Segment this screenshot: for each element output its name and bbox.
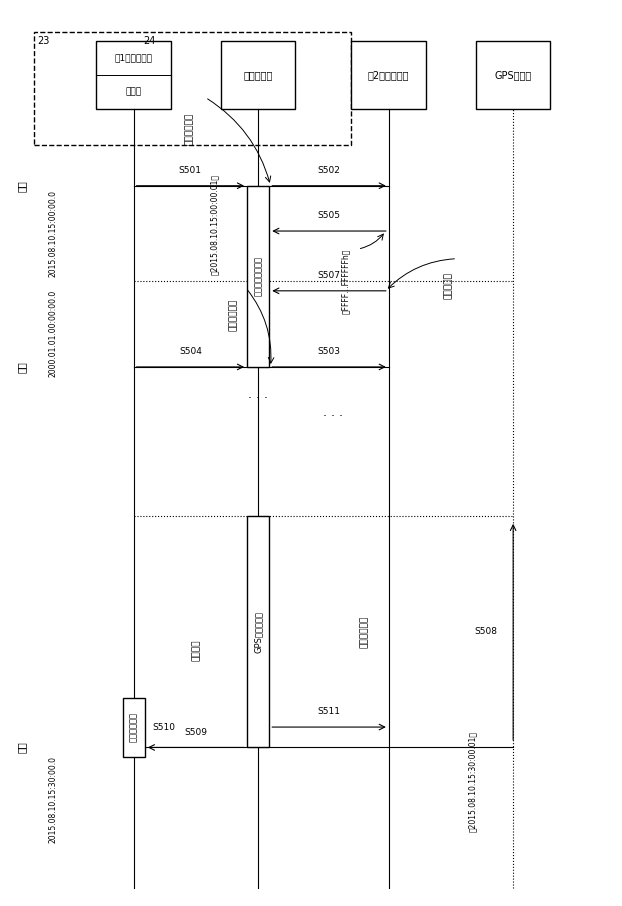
Text: 計時部: 計時部 [126,87,142,96]
Text: 「2015.08.10.15:30:00.01」: 「2015.08.10.15:30:00.01」 [468,731,477,832]
FancyBboxPatch shape [476,41,550,109]
Text: 外部時刻情報: 外部時刻情報 [360,616,368,648]
FancyBboxPatch shape [247,186,269,367]
Text: 送信時刻情報: 送信時刻情報 [185,113,194,145]
Text: 24: 24 [143,36,156,46]
FancyBboxPatch shape [351,41,426,109]
Text: S511: S511 [318,708,340,716]
Text: GPS受信機: GPS受信機 [494,70,532,80]
Text: S502: S502 [318,166,340,175]
Text: 「2015.08.10.15:00:00.01」: 「2015.08.10.15:00:00.01」 [210,174,219,275]
Text: リセット、再起動: リセット、再起動 [254,256,262,296]
Text: 23: 23 [37,36,50,46]
Text: 時刻: 時刻 [17,742,27,753]
Text: 不定値情報: 不定値情報 [443,273,452,299]
Text: S510: S510 [152,723,175,731]
Text: 送信パケット: 送信パケット [229,299,238,331]
Text: 第2路側通信機: 第2路側通信機 [368,70,409,80]
FancyBboxPatch shape [123,698,144,757]
Text: S505: S505 [318,211,340,220]
Text: 2000.01.01.00:00:00.0: 2000.01.01.00:00:00.0 [49,289,57,377]
Text: S504: S504 [179,347,202,356]
Text: S507: S507 [318,271,340,280]
Text: 時刻の再設定: 時刻の再設定 [129,712,138,742]
Text: S509: S509 [185,728,207,737]
FancyBboxPatch shape [221,41,295,109]
Text: S503: S503 [318,347,340,356]
Text: 通信制御部: 通信制御部 [243,70,273,80]
Text: 「FFFF…FFFFFFh」: 「FFFF…FFFFFFh」 [341,248,350,313]
Text: 2015.08.10.15:00:00.0: 2015.08.10.15:00:00.0 [49,189,57,277]
Text: · · ·: · · · [248,392,268,405]
FancyBboxPatch shape [247,516,269,747]
FancyBboxPatch shape [96,41,171,109]
Text: 時刻情報: 時刻情報 [192,640,200,660]
Text: 第1路側通信機: 第1路側通信機 [114,53,153,63]
Text: S508: S508 [475,628,498,636]
Text: 時刻: 時刻 [17,361,27,372]
Text: · · ·: · · · [323,410,343,423]
Text: 2015.08.10.15:30:00.0: 2015.08.10.15:30:00.0 [49,756,57,843]
Text: 時刻: 時刻 [17,180,27,191]
Text: GPS信号の受信: GPS信号の受信 [254,611,262,653]
Text: S501: S501 [179,166,202,175]
